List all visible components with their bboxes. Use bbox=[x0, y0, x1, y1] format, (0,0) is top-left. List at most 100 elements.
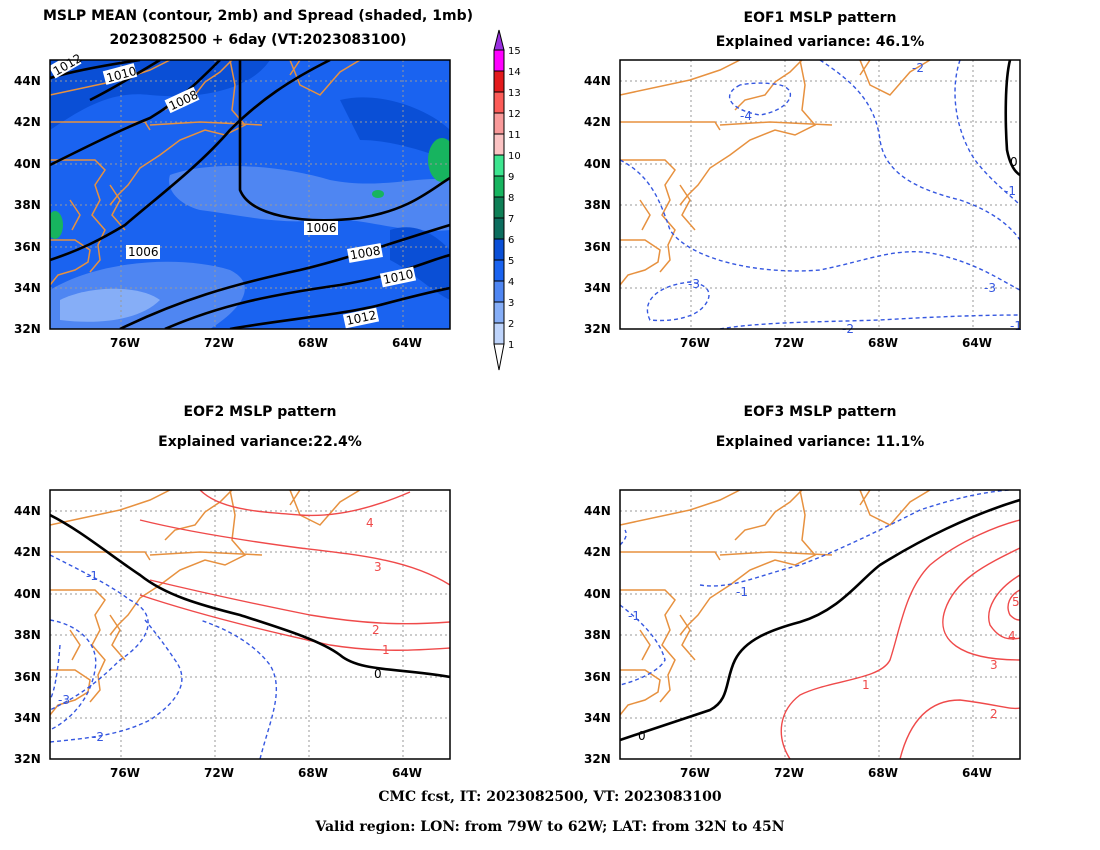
lat-label: 32N bbox=[14, 752, 41, 766]
eof2-label-m1: -1 bbox=[86, 569, 98, 583]
lat-label: 32N bbox=[584, 322, 611, 336]
colorbar-label-11: 11 bbox=[508, 130, 521, 141]
lat-label: 34N bbox=[14, 281, 41, 295]
lon-label: 76W bbox=[110, 336, 140, 350]
eof3-label-3: 3 bbox=[990, 658, 998, 672]
mean-title-line1: MSLP MEAN (contour, 2mb) and Spread (sha… bbox=[43, 8, 473, 24]
lon-label: 64W bbox=[962, 766, 992, 780]
lat-label: 42N bbox=[584, 545, 611, 559]
eof1-label-h: -1 bbox=[1010, 319, 1022, 333]
eof2-frame bbox=[49, 489, 451, 760]
lat-label: 36N bbox=[584, 240, 611, 254]
lat-label: 34N bbox=[584, 281, 611, 295]
lat-label: 36N bbox=[14, 240, 41, 254]
lat-label: 42N bbox=[584, 115, 611, 129]
colorbar-label-8: 8 bbox=[508, 193, 514, 204]
lon-label: 72W bbox=[774, 766, 804, 780]
mean-label-1006a: 1006 bbox=[306, 221, 337, 235]
mean-label-1012b: 1012 bbox=[345, 308, 378, 328]
mean-contours bbox=[50, 60, 450, 329]
colorbar-label-7: 7 bbox=[508, 214, 514, 225]
lon-label: 72W bbox=[204, 336, 234, 350]
lat-label: 36N bbox=[14, 670, 41, 684]
colorbar-label-6: 6 bbox=[508, 235, 514, 246]
lat-label: 38N bbox=[584, 628, 611, 642]
lat-label: 34N bbox=[584, 711, 611, 725]
mean-title-line2: 2023082500 + 6day (VT:2023083100) bbox=[109, 32, 407, 48]
colorbar-label-14: 14 bbox=[508, 67, 521, 78]
eof1-grid bbox=[620, 60, 1020, 329]
lon-label: 76W bbox=[680, 766, 710, 780]
eof1-contours bbox=[620, 60, 1020, 329]
lon-label: 68W bbox=[298, 766, 328, 780]
eof2-title-line2: Explained variance:22.4% bbox=[158, 434, 362, 450]
eof2-zero-line bbox=[50, 513, 450, 679]
eof3-coastline bbox=[620, 490, 931, 716]
lon-label: 76W bbox=[110, 766, 140, 780]
eof1-label-a: -2 bbox=[912, 61, 924, 75]
eof3-pos-contours bbox=[780, 519, 1020, 759]
lat-label: 38N bbox=[14, 198, 41, 212]
mean-label-1008b: 1008 bbox=[349, 243, 382, 262]
lon-label: 76W bbox=[680, 336, 710, 350]
eof2-label-m2: -2 bbox=[92, 730, 104, 744]
eof1-title-line1: EOF1 MSLP pattern bbox=[743, 10, 897, 26]
eof3-zero-line bbox=[620, 498, 1020, 742]
lat-label: 40N bbox=[584, 587, 611, 601]
colorbar-label-12: 12 bbox=[508, 109, 521, 120]
eof2-grid bbox=[50, 490, 450, 759]
mean-label-1006b: 1006 bbox=[128, 245, 159, 259]
footer-valid-region: Valid region: LON: from 79W to 62W; LAT:… bbox=[315, 819, 785, 835]
lat-label: 38N bbox=[584, 198, 611, 212]
eof3-title-line2: Explained variance: 11.1% bbox=[715, 434, 925, 450]
eof2-coastline bbox=[50, 490, 361, 716]
lat-label: 32N bbox=[14, 322, 41, 336]
mean-frame bbox=[49, 59, 451, 330]
eof3-label-4: 4 bbox=[1008, 629, 1016, 643]
colorbar-label-3: 3 bbox=[508, 298, 514, 309]
eof2-neg-contours bbox=[50, 554, 277, 759]
eof1-frame bbox=[619, 59, 1021, 330]
colorbar-label-15: 15 bbox=[508, 46, 521, 57]
lon-label: 72W bbox=[204, 766, 234, 780]
lat-label: 38N bbox=[14, 628, 41, 642]
lat-label: 40N bbox=[14, 157, 41, 171]
eof2-label-m3: -3 bbox=[58, 693, 70, 707]
eof2-label-1: 1 bbox=[382, 643, 390, 657]
eof3-label-m1a: -1 bbox=[736, 585, 748, 599]
lon-label: 72W bbox=[774, 336, 804, 350]
colorbar-label-10: 10 bbox=[508, 151, 521, 162]
lat-label: 32N bbox=[584, 752, 611, 766]
lon-label: 64W bbox=[392, 766, 422, 780]
lat-label: 42N bbox=[14, 545, 41, 559]
eof3-title-line1: EOF3 MSLP pattern bbox=[743, 404, 897, 420]
lat-label: 44N bbox=[14, 74, 41, 88]
lat-label: 36N bbox=[584, 670, 611, 684]
lat-label: 40N bbox=[14, 587, 41, 601]
lon-label: 64W bbox=[392, 336, 422, 350]
lon-label: 68W bbox=[868, 766, 898, 780]
eof3-label-0: 0 bbox=[638, 729, 646, 743]
eof1-label-f: -3 bbox=[984, 281, 996, 295]
eof1-label-d: -1 bbox=[1004, 184, 1016, 198]
colorbar-label-9: 9 bbox=[508, 172, 514, 183]
lat-label: 40N bbox=[584, 157, 611, 171]
axis-labels: 44N 42N 40N 38N 36N 34N 32N 76W 72W 68W … bbox=[14, 74, 992, 780]
eof2-label-4: 4 bbox=[366, 516, 374, 530]
lat-label: 44N bbox=[584, 74, 611, 88]
lat-label: 42N bbox=[14, 115, 41, 129]
lat-label: 34N bbox=[14, 711, 41, 725]
mean-label-1010b: 1010 bbox=[382, 267, 415, 287]
colorbar-label-4: 4 bbox=[508, 277, 514, 288]
eof1-zero-line bbox=[1004, 60, 1020, 177]
eof3-label-5: 5 bbox=[1012, 595, 1020, 609]
lon-label: 64W bbox=[962, 336, 992, 350]
eof2-title-line1: EOF2 MSLP pattern bbox=[183, 404, 337, 420]
eof3-frame bbox=[619, 489, 1021, 760]
lon-label: 68W bbox=[868, 336, 898, 350]
eof3-label-1: 1 bbox=[862, 678, 870, 692]
colorbar-label-1: 1 bbox=[508, 340, 514, 351]
footer-forecast-info: CMC fcst, IT: 2023082500, VT: 2023083100 bbox=[378, 789, 722, 805]
lon-label: 68W bbox=[298, 336, 328, 350]
